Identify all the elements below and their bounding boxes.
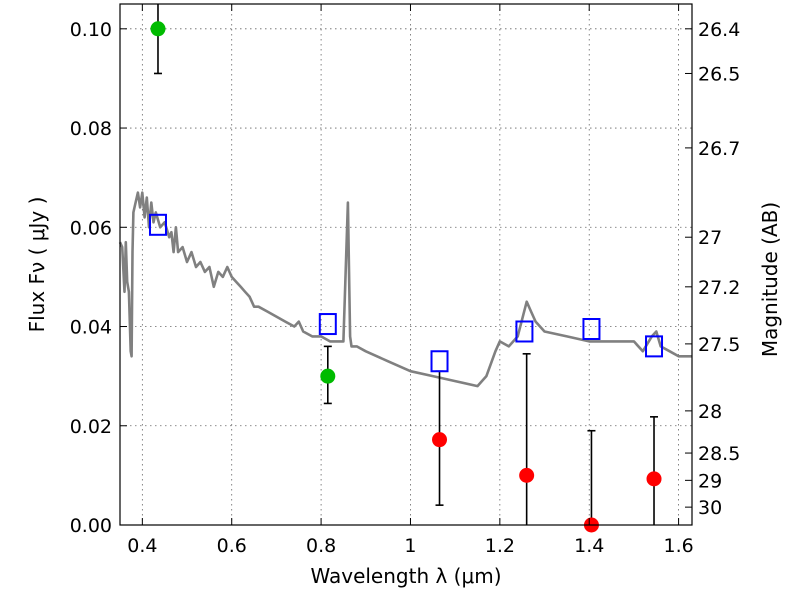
model-photometry-point bbox=[430, 350, 449, 373]
ticks: 0.4 0.6 0.8 1 1.2 1.4 1.6 0.00 0.02 0.04 0.06 0.08 0… bbox=[70, 4, 740, 557]
model-photometry-point bbox=[515, 320, 534, 343]
upper-limit-point bbox=[646, 471, 662, 487]
right-tick-label: 27 bbox=[698, 227, 722, 249]
right-tick-label: 28.5 bbox=[698, 443, 740, 465]
y-axis-label: Flux Fν ( μJy ) bbox=[25, 197, 49, 333]
detection-point bbox=[320, 368, 336, 384]
right-axis-label: Magnitude (AB) bbox=[758, 202, 782, 357]
sed-model-layer bbox=[118, 191, 692, 388]
right-tick-label: 26.5 bbox=[698, 63, 740, 85]
y-tick-label: 0.08 bbox=[70, 118, 112, 140]
right-tick-label: 27.2 bbox=[698, 277, 740, 299]
upper-limit-point bbox=[432, 432, 448, 448]
x-tick-label: 1.2 bbox=[485, 535, 515, 557]
plot-frame bbox=[119, 3, 693, 526]
model-photometry-point bbox=[645, 335, 664, 358]
x-tick-label: 0.6 bbox=[217, 535, 247, 557]
right-tick-label: 29 bbox=[698, 470, 722, 492]
markers bbox=[148, 21, 664, 533]
right-tick-label: 26.7 bbox=[698, 138, 740, 160]
y-tick-label: 0.04 bbox=[70, 317, 112, 339]
y-tick-label: 0.06 bbox=[70, 217, 112, 239]
sed-model-line bbox=[118, 191, 692, 388]
error-bars bbox=[153, 4, 659, 525]
upper-limit-point bbox=[519, 467, 535, 483]
x-tick-label: 1 bbox=[404, 535, 416, 557]
right-tick-label: 30 bbox=[698, 497, 722, 519]
right-tick-label: 27.5 bbox=[698, 334, 740, 356]
x-tick-label: 0.4 bbox=[127, 535, 157, 557]
x-tick-label: 1.4 bbox=[574, 535, 604, 557]
right-tick-label: 26.4 bbox=[698, 19, 740, 41]
model-photometry-point bbox=[148, 213, 167, 236]
detection-point bbox=[150, 21, 166, 37]
model-photometry-point bbox=[318, 313, 337, 336]
y-tick-label: 0.02 bbox=[70, 416, 112, 438]
y-tick-label: 0.10 bbox=[70, 19, 112, 41]
model-photometry-point bbox=[582, 318, 601, 341]
x-axis-label: Wavelength λ (μm) bbox=[310, 564, 501, 588]
right-tick-label: 28 bbox=[698, 401, 722, 423]
x-tick-label: 0.8 bbox=[306, 535, 336, 557]
x-tick-label: 1.6 bbox=[663, 535, 693, 557]
grid bbox=[120, 4, 692, 526]
y-tick-label: 0.00 bbox=[70, 515, 112, 537]
